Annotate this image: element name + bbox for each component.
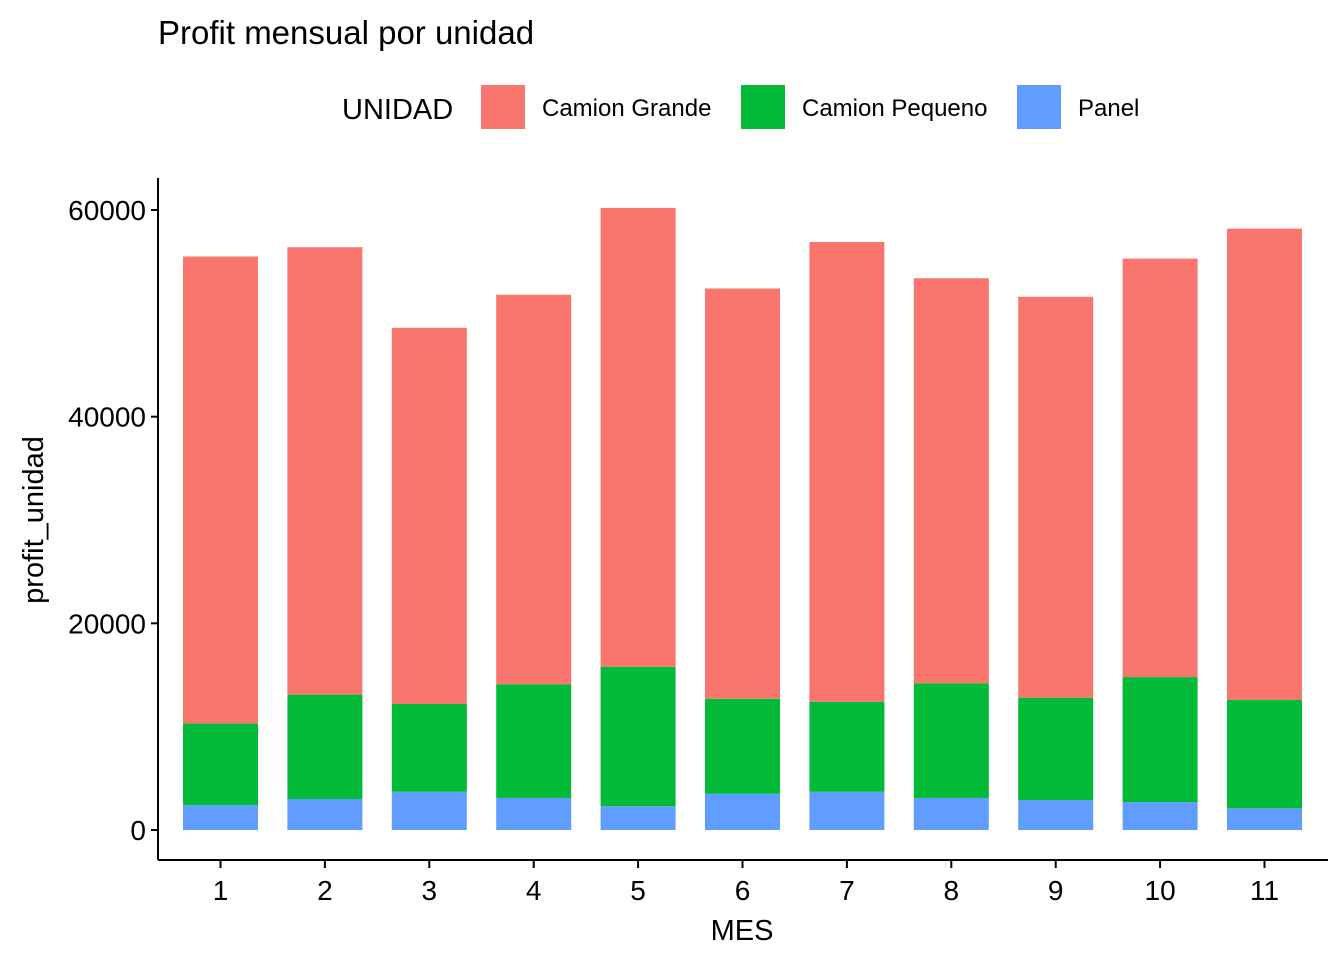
- x-tick-label: 2: [317, 875, 333, 906]
- legend-key-panel: [1017, 85, 1061, 129]
- y-tick-label: 20000: [68, 608, 146, 639]
- x-tick-label: 6: [735, 875, 751, 906]
- x-tick-label: 4: [526, 875, 542, 906]
- bar-camion-grande-mes-10: [1122, 258, 1198, 678]
- y-tick-label: 60000: [68, 195, 146, 226]
- bar-camion-grande-mes-3: [391, 327, 467, 704]
- bar-panel-mes-8: [913, 797, 989, 830]
- bar-camion-grande-mes-8: [913, 278, 989, 684]
- y-axis-label: profit_unidad: [18, 436, 50, 604]
- bar-camion-grande-mes-7: [809, 242, 885, 702]
- bar-camion-pequeno-mes-4: [496, 684, 572, 798]
- bar-camion-pequeno-mes-11: [1227, 699, 1302, 809]
- bar-panel-mes-1: [183, 805, 258, 830]
- bar-camion-grande-mes-11: [1227, 228, 1302, 700]
- y-axis: 0 20000 40000 60000: [68, 178, 159, 860]
- bar-camion-grande-mes-6: [705, 288, 780, 699]
- x-tick-label: 9: [1048, 875, 1064, 906]
- y-tick-label: 40000: [68, 402, 146, 433]
- legend: UNIDAD Camion Grande Camion Pequeno Panel: [342, 85, 1139, 129]
- bar-panel-mes-9: [1018, 800, 1094, 830]
- chart-title: Profit mensual por unidad: [158, 14, 534, 51]
- bar-camion-grande-mes-1: [183, 256, 258, 724]
- bar-camion-pequeno-mes-7: [809, 701, 885, 792]
- legend-key-camion-pequeno: [741, 85, 785, 129]
- bar-camion-grande-mes-5: [600, 207, 676, 667]
- bar-camion-pequeno-mes-2: [287, 694, 363, 799]
- bar-panel-mes-6: [705, 793, 780, 830]
- y-tick-label: 0: [130, 815, 146, 846]
- x-axis: 1 2 3 4 5 6 7 8 9 10 11: [158, 859, 1328, 906]
- bar-panel-mes-10: [1122, 802, 1198, 830]
- bar-camion-pequeno-mes-10: [1122, 677, 1198, 803]
- bar-camion-pequeno-mes-3: [391, 703, 467, 792]
- x-tick-label: 11: [1250, 875, 1279, 906]
- x-tick-label: 3: [422, 875, 438, 906]
- bar-camion-pequeno-mes-8: [913, 683, 989, 798]
- x-tick-label: 7: [839, 875, 855, 906]
- bar-camion-pequeno-mes-9: [1018, 697, 1094, 801]
- x-tick-label: 1: [213, 875, 229, 906]
- bar-panel-mes-11: [1227, 808, 1302, 830]
- legend-label: Camion Pequeno: [802, 95, 987, 122]
- legend-title: UNIDAD: [342, 94, 453, 126]
- bar-panel-mes-4: [496, 797, 572, 830]
- bar-camion-grande-mes-9: [1018, 296, 1094, 698]
- legend-label: Panel: [1078, 95, 1139, 122]
- bar-panel-mes-5: [600, 806, 676, 830]
- bar-panel-mes-2: [287, 799, 363, 830]
- bar-camion-pequeno-mes-1: [183, 723, 258, 806]
- bar-camion-pequeno-mes-5: [600, 666, 676, 807]
- legend-key-camion-grande: [481, 85, 525, 129]
- x-tick-label: 10: [1145, 875, 1176, 906]
- bar-camion-grande-mes-2: [287, 247, 363, 695]
- x-tick-label: 5: [630, 875, 646, 906]
- bar-camion-grande-mes-4: [496, 294, 572, 685]
- x-tick-label: 8: [944, 875, 960, 906]
- bar-panel-mes-7: [809, 791, 885, 830]
- bar-panel-mes-3: [391, 791, 467, 830]
- bars: [183, 207, 1302, 830]
- legend-label: Camion Grande: [542, 95, 711, 122]
- x-axis-label: MES: [711, 915, 774, 947]
- bar-camion-pequeno-mes-6: [705, 698, 780, 794]
